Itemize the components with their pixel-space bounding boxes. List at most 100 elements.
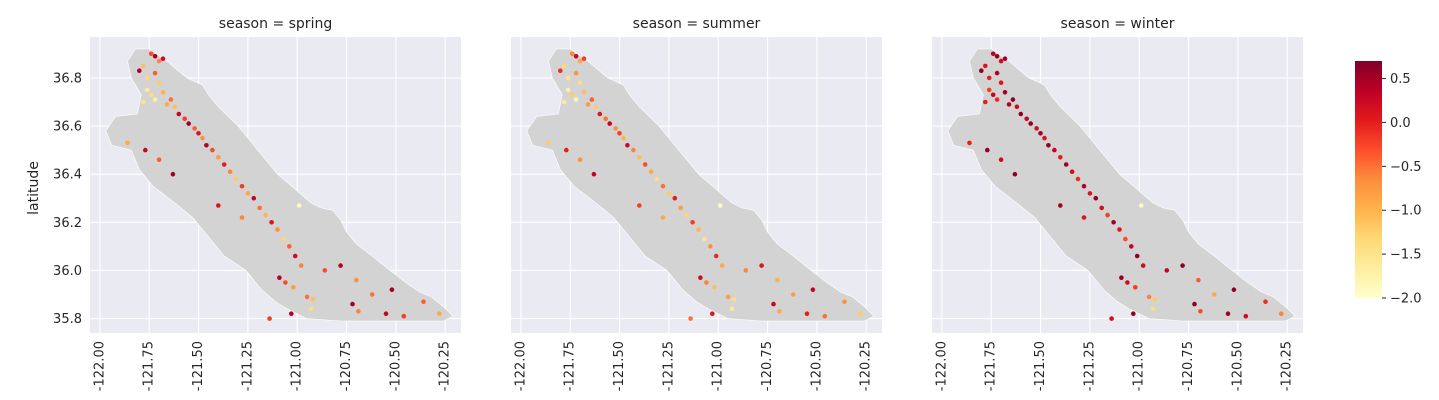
y-tick-label: 36.8 <box>53 71 82 86</box>
x-tick-label: -120.50 <box>809 341 824 391</box>
colorbar-tick-label: −1.0 <box>1390 204 1422 219</box>
data-point <box>125 140 130 146</box>
data-point <box>137 68 142 73</box>
data-point <box>148 92 154 98</box>
data-point <box>164 102 170 107</box>
data-point <box>842 299 847 305</box>
data-point <box>186 121 191 126</box>
data-point <box>182 116 187 122</box>
x-tick-label: -120.25 <box>859 341 874 391</box>
data-point <box>1134 253 1140 259</box>
data-point <box>593 104 599 110</box>
data-point <box>1052 147 1057 153</box>
data-point <box>160 56 166 61</box>
data-point <box>152 97 158 102</box>
data-point <box>581 90 587 95</box>
region-shape <box>105 48 454 322</box>
data-point <box>710 311 715 317</box>
x-tick-label: -120.25 <box>1280 341 1295 391</box>
data-point <box>389 287 395 293</box>
data-point <box>672 195 678 201</box>
data-point <box>790 292 796 297</box>
data-point <box>581 56 587 61</box>
data-point <box>148 51 154 57</box>
data-point <box>1081 215 1087 220</box>
data-point <box>356 309 361 314</box>
data-point <box>168 97 174 102</box>
x-tick-label: -120.25 <box>438 341 453 391</box>
data-point <box>558 68 563 73</box>
data-point <box>141 63 146 69</box>
data-point <box>1119 275 1124 281</box>
data-point <box>777 309 782 314</box>
x-tick-label: -120.50 <box>1230 341 1245 391</box>
data-point <box>994 97 1000 102</box>
data-point <box>565 87 571 93</box>
facet-panel-3: season = winter -122.00 -121.75 -121.50 -121… <box>932 16 1303 391</box>
data-point <box>708 244 713 249</box>
data-point <box>281 236 286 242</box>
colorbar-tick-label: 0.5 <box>1390 72 1411 87</box>
data-point <box>1152 297 1158 302</box>
facet-panel-1: season = spring -122.00 -121.75 -121.50 -121… <box>53 16 461 391</box>
facet-panels: season = spring -122.00 -121.75 -121.50 -121… <box>53 16 1303 391</box>
data-point <box>775 277 780 283</box>
data-point <box>637 203 642 208</box>
data-point <box>717 203 723 208</box>
data-point <box>1018 111 1024 117</box>
data-point <box>308 306 314 312</box>
data-point <box>759 263 764 268</box>
data-point <box>143 147 148 153</box>
facet-title: season = winter <box>1061 16 1175 32</box>
data-point <box>257 205 263 211</box>
data-point <box>986 75 992 81</box>
data-point <box>660 215 666 220</box>
data-point <box>196 131 201 136</box>
data-point <box>804 311 810 317</box>
data-point <box>1123 236 1128 242</box>
data-point <box>979 68 984 73</box>
data-point <box>1075 176 1081 182</box>
data-point <box>577 80 583 85</box>
y-tick-label: 35.8 <box>53 312 82 327</box>
data-point <box>690 220 695 225</box>
data-point <box>1069 169 1075 175</box>
x-tick-label: -121.25 <box>1082 341 1097 391</box>
data-point <box>810 287 816 293</box>
data-point <box>1140 263 1146 268</box>
data-point <box>1225 311 1231 317</box>
x-tick-label: -121.25 <box>661 341 676 391</box>
data-point <box>562 63 567 69</box>
data-point <box>350 301 355 307</box>
facet-title: season = spring <box>219 16 332 32</box>
data-point <box>1034 126 1039 131</box>
data-point <box>577 58 583 64</box>
data-point <box>401 313 407 319</box>
data-point <box>200 135 205 141</box>
data-point <box>1196 277 1201 283</box>
data-point <box>986 87 992 93</box>
data-point <box>621 135 626 141</box>
data-point <box>291 285 296 290</box>
data-point <box>573 97 579 102</box>
data-point <box>292 253 298 259</box>
data-point <box>156 157 162 162</box>
x-tick-label: -121.00 <box>1132 341 1147 391</box>
data-point <box>1006 102 1012 107</box>
data-point <box>172 104 178 110</box>
data-point <box>437 311 442 317</box>
x-tick-label: -120.75 <box>1181 341 1196 391</box>
data-point <box>1081 183 1087 189</box>
data-point <box>573 54 579 59</box>
data-point <box>1042 135 1047 141</box>
data-point <box>729 306 735 312</box>
data-point <box>994 70 1000 76</box>
data-point <box>1002 56 1008 61</box>
data-point <box>712 285 717 290</box>
data-point <box>152 54 158 59</box>
data-point <box>289 311 294 317</box>
data-point <box>983 63 988 69</box>
data-point <box>713 253 719 259</box>
data-point <box>983 99 988 105</box>
